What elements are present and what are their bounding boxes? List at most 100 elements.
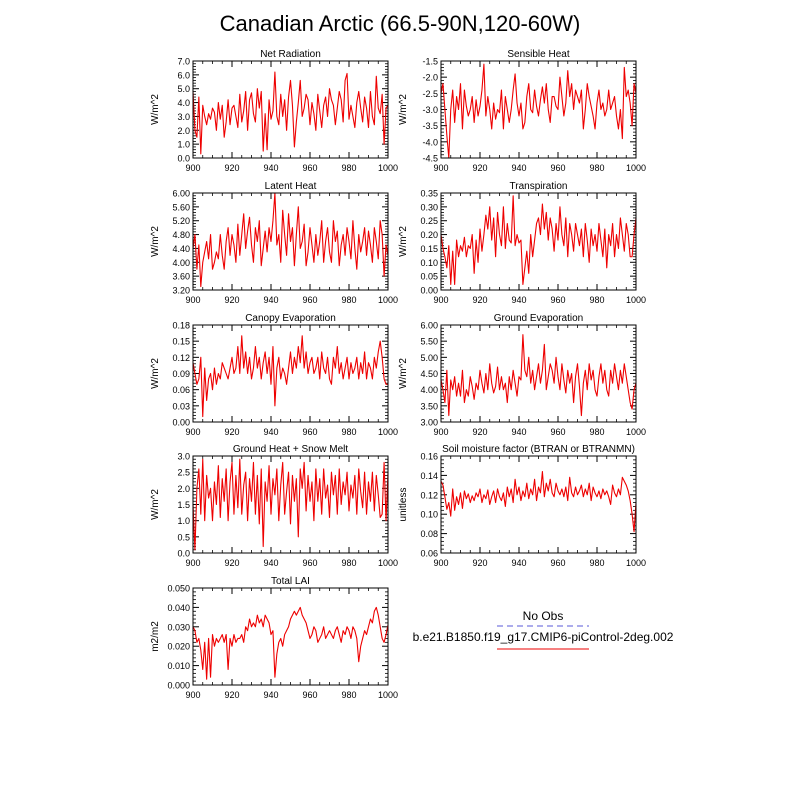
y-tick-label: 0.0 — [177, 549, 190, 559]
chart-panel: Soil moisture factor (BTRAN or BTRANMN) u… — [398, 444, 646, 568]
plot-frame — [192, 587, 389, 686]
y-axis-label: unitless — [398, 488, 409, 522]
y-tick-label: 0.000 — [167, 681, 190, 691]
legend-obs-label: No Obs — [523, 609, 564, 623]
x-tick-label: 980 — [341, 558, 356, 568]
panel-title: Sensible Heat — [507, 49, 569, 60]
x-tick-label: 940 — [263, 295, 278, 305]
series-line — [440, 195, 637, 286]
y-tick-label: 0.020 — [167, 642, 190, 652]
x-tick-label: 920 — [224, 163, 239, 173]
y-tick-label: 0.08 — [420, 529, 438, 539]
y-tick-label: 0.06 — [420, 549, 438, 559]
x-tick-label: 900 — [185, 558, 200, 568]
y-tick-label: 1.5 — [177, 500, 190, 510]
y-tick-label: 0.040 — [167, 603, 190, 613]
x-tick-label: 960 — [302, 163, 317, 173]
y-tick-label: 4.80 — [172, 230, 190, 240]
y-tick-label: 0.10 — [420, 258, 438, 268]
plot-frame — [440, 60, 637, 159]
legend-model-label: b.e21.B1850.f19_g17.CMIP6-piControl-2deg… — [413, 630, 674, 644]
y-axis-label: W/m^2 — [398, 226, 409, 257]
y-tick-label: 0.15 — [420, 244, 438, 254]
x-tick-label: 920 — [472, 427, 487, 437]
x-tick-label: 900 — [185, 690, 200, 700]
x-tick-label: 960 — [302, 558, 317, 568]
plot-frame — [192, 455, 389, 554]
x-tick-label: 940 — [511, 558, 526, 568]
y-tick-label: 2.0 — [177, 484, 190, 494]
x-tick-label: 1000 — [378, 558, 398, 568]
y-tick-label: 5.0 — [177, 84, 190, 94]
y-tick-label: 0.00 — [420, 286, 438, 296]
y-tick-label: 6.0 — [177, 70, 190, 80]
y-axis-label: W/m^2 — [150, 94, 161, 125]
y-tick-label: 0.25 — [420, 216, 438, 226]
y-tick-label: 3.20 — [172, 286, 190, 296]
x-tick-label: 940 — [511, 427, 526, 437]
y-tick-label: 3.60 — [172, 272, 190, 282]
x-tick-label: 1000 — [626, 163, 646, 173]
y-tick-label: 0.20 — [420, 230, 438, 240]
y-tick-label: 5.50 — [420, 337, 438, 347]
y-tick-label: 4.00 — [172, 258, 190, 268]
y-tick-label: -3.5 — [422, 121, 438, 131]
plot-frame — [440, 324, 637, 423]
x-tick-label: 980 — [589, 558, 604, 568]
chart-panel: Net Radiation W/m^2 900 920 940 960 980 1000 0.0… — [150, 49, 398, 173]
x-tick-label: 940 — [511, 295, 526, 305]
y-tick-label: 0.030 — [167, 622, 190, 632]
y-tick-label: 0.05 — [420, 272, 438, 282]
y-axis-label: W/m^2 — [398, 358, 409, 389]
x-tick-label: 1000 — [378, 295, 398, 305]
y-tick-label: 1.0 — [177, 140, 190, 150]
plot-frame — [440, 455, 637, 554]
x-tick-label: 960 — [550, 558, 565, 568]
y-tick-label: 4.00 — [420, 385, 438, 395]
y-axis-label: W/m^2 — [150, 226, 161, 257]
x-tick-label: 920 — [472, 163, 487, 173]
figure-title: Canadian Arctic (66.5-90N,120-60W) — [220, 11, 581, 36]
x-tick-label: 900 — [433, 427, 448, 437]
x-tick-label: 940 — [263, 690, 278, 700]
panel-title: Total LAI — [271, 576, 310, 587]
y-tick-label: 7.0 — [177, 57, 190, 67]
x-tick-label: 920 — [224, 427, 239, 437]
y-tick-label: 4.40 — [172, 244, 190, 254]
x-tick-label: 980 — [341, 163, 356, 173]
x-tick-label: 900 — [433, 295, 448, 305]
chart-panel: Total LAI m2/m2 900 920 940 960 980 1000 0.000 0.… — [150, 576, 398, 700]
y-tick-label: 0.14 — [420, 471, 438, 481]
x-tick-label: 900 — [433, 558, 448, 568]
x-tick-label: 900 — [433, 163, 448, 173]
y-tick-label: -2.5 — [422, 89, 438, 99]
y-tick-label: -1.5 — [422, 57, 438, 67]
legend: No Obs b.e21.B1850.f19_g17.CMIP6-piContr… — [413, 609, 674, 650]
x-tick-label: 920 — [472, 558, 487, 568]
y-tick-label: 0.18 — [172, 321, 190, 331]
plot-frame — [192, 324, 389, 423]
chart-panel: Latent Heat W/m^2 900 920 940 960 980 1000 3.20 3… — [150, 181, 398, 305]
y-tick-label: 0.09 — [172, 369, 190, 379]
panel-title: Canopy Evaporation — [245, 313, 336, 324]
chart-panel: Transpiration W/m^2 900 920 940 960 980 1000 0.0… — [398, 181, 646, 305]
y-axis-label: W/m^2 — [150, 489, 161, 520]
series-line — [192, 458, 389, 551]
series-line — [192, 192, 389, 288]
x-tick-label: 980 — [341, 427, 356, 437]
y-tick-label: 1.0 — [177, 516, 190, 526]
y-tick-label: 4.50 — [420, 369, 438, 379]
x-tick-label: 920 — [224, 690, 239, 700]
chart-panel: Ground Evaporation W/m^2 900 920 940 960 980 10… — [398, 313, 646, 437]
y-tick-label: 6.00 — [172, 189, 190, 199]
x-tick-label: 960 — [550, 295, 565, 305]
x-tick-label: 920 — [224, 558, 239, 568]
series-line — [440, 470, 637, 533]
x-tick-label: 1000 — [378, 163, 398, 173]
x-tick-label: 1000 — [626, 295, 646, 305]
x-tick-label: 940 — [511, 163, 526, 173]
y-tick-label: 0.30 — [420, 202, 438, 212]
y-tick-label: 5.00 — [420, 353, 438, 363]
panel-title: Transpiration — [510, 181, 568, 192]
y-tick-label: 3.50 — [420, 401, 438, 411]
